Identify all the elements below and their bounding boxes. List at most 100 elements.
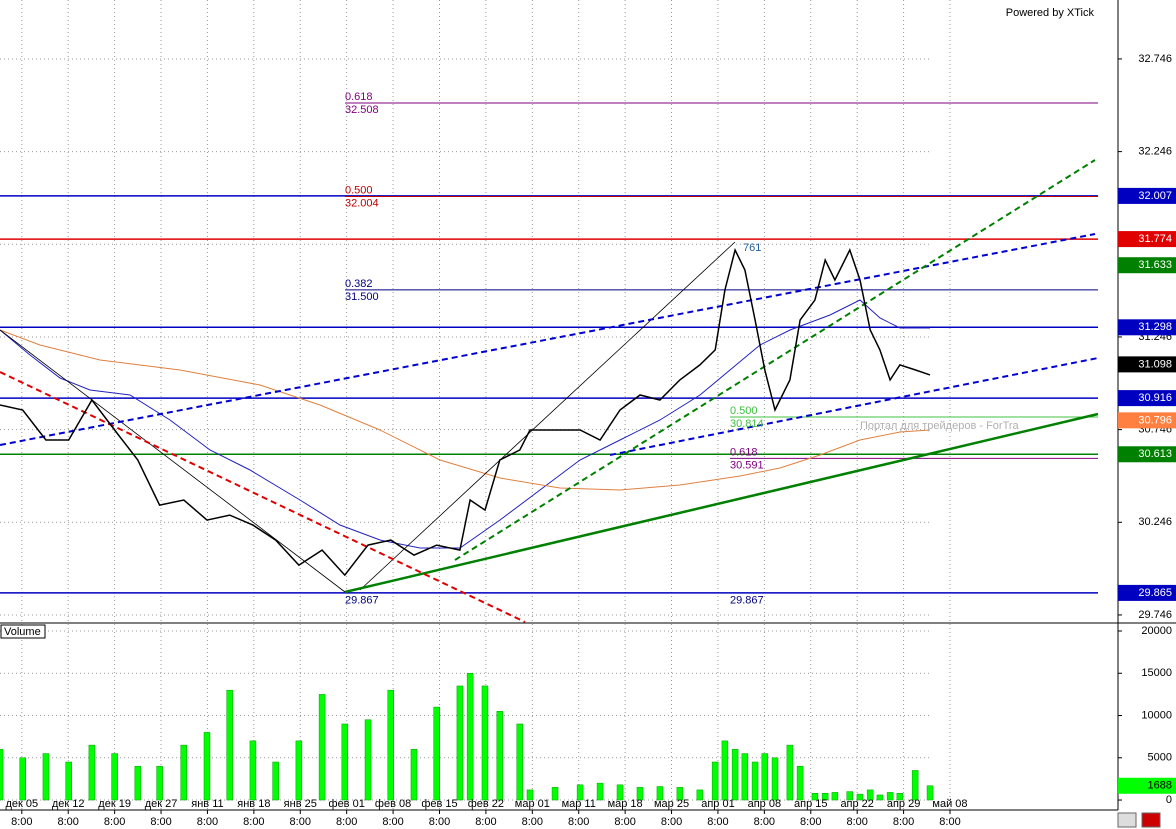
peak-label: 761 [743,242,761,254]
x-tick-label: апр 22 [840,798,873,810]
y-tick-label: 32.746 [1138,53,1172,65]
x-tick-label: апр 15 [794,798,827,810]
level-box [1118,257,1176,274]
volume-bar [656,786,664,801]
level-label: 30.916 [1138,392,1172,404]
x-tick-label: дек 27 [145,798,178,810]
level-label: 29.865 [1138,587,1172,599]
fib-ratio: 0.500 [345,184,373,196]
volume-bar [896,793,904,801]
level-label: 31.098 [1138,358,1172,370]
volume-bar [831,792,839,801]
moving-average [0,299,930,549]
watermark: Powered by XTick [1006,7,1095,19]
volume-bar [156,765,163,801]
fib-ratio: 0.382 [345,278,373,290]
volume-label: Volume [4,626,41,638]
volume-bar [856,793,864,801]
volume-bar [771,757,779,801]
volume-bar [926,785,934,801]
volume-bar [433,706,440,801]
x-tick-label: апр 29 [887,798,920,810]
fib-ratio: 0.618 [730,446,758,458]
volume-bar [364,719,372,801]
trend-line [609,357,1099,456]
volume-bar [886,792,894,801]
y-tick-label: 29.746 [1138,609,1172,621]
volume-bar [711,761,719,801]
price-line [0,247,931,577]
volume-last-box [1118,777,1176,794]
x-tick-time: 8:00 [429,816,450,828]
trend-line [454,159,1096,561]
volume-bar [272,761,279,801]
trend-line [0,371,526,623]
x-tick-label: мар 25 [654,798,689,810]
volume-bar [0,749,4,801]
level-label: 31.633 [1138,259,1172,271]
volume-bar [911,770,919,801]
trend-line [344,412,1099,594]
x-tick-time: 8:00 [290,816,311,828]
x-tick-time: 8:00 [11,816,32,828]
volume-bar [741,753,749,801]
x-tick-label: мар 11 [562,798,596,810]
y-tick-label: 32.246 [1138,146,1172,158]
x-tick-time: 8:00 [150,816,171,828]
level-box [1118,412,1176,429]
level-box [1118,446,1176,463]
volume-bar [721,740,729,801]
channel-line [0,329,346,593]
volume-bar [846,791,854,801]
trend-lines [0,159,1099,623]
volume-bar [203,732,211,801]
x-tick-time: 8:00 [707,816,728,828]
x-tick-time: 8:00 [382,816,403,828]
x-tick-label: янв 18 [237,798,270,810]
volume-bar [696,789,704,801]
x-tick-label: апр 01 [701,798,734,810]
x-tick-time: 8:00 [846,816,867,828]
volume-bar [821,793,829,801]
volume-bar [496,711,504,801]
x-tick-label: фев 08 [375,798,411,810]
volume-bar [134,765,142,801]
volume-bar [636,787,644,801]
trend-line [0,233,1096,446]
volume-bar [456,685,464,801]
volume-bar [226,689,233,801]
volume-bar [42,753,50,801]
volume-bar [796,765,804,801]
volume-bar [786,744,794,801]
x-tick-label: дек 12 [52,798,85,810]
fib-price: 32.508 [345,104,379,116]
x-tick-label: янв 11 [191,798,223,810]
fib-price: 31.500 [345,291,379,303]
icon-button[interactable] [1117,812,1137,828]
volume-bar [596,782,604,801]
volume-bar [576,784,584,801]
volume-bar [111,753,118,801]
channel-line [359,241,736,591]
x-tick-label: фев 22 [468,798,504,810]
volume-bar [387,689,395,801]
x-tick-time: 8:00 [197,816,218,828]
x-tick-time: 8:00 [104,816,125,828]
x-tick-label: апр 08 [748,798,781,810]
volume-bar [676,787,684,801]
y-tick-label: 5000 [1148,752,1172,764]
x-tick-time: 8:00 [754,816,775,828]
volume-bar [180,744,188,801]
x-tick-label: фев 01 [329,798,365,810]
y-tick-label: 20000 [1141,625,1172,637]
volume-bar [866,789,874,801]
icon-button[interactable] [1141,812,1161,828]
volume-bar [751,761,759,801]
x-tick-label: янв 25 [284,798,317,810]
x-tick-label: фев 15 [421,798,457,810]
x-tick-label: дек 19 [98,798,131,810]
fib-price: 32.004 [345,197,379,209]
volume-bar [65,761,72,801]
